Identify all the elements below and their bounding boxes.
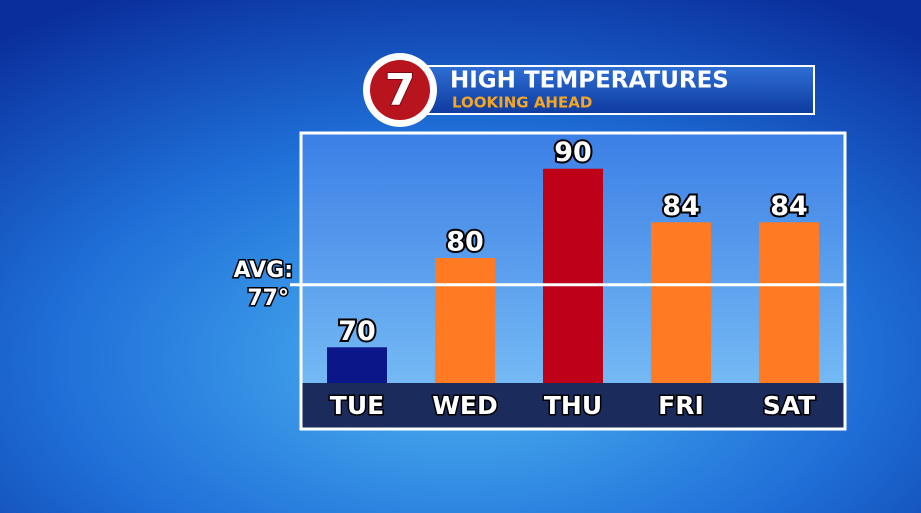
title-banner bbox=[379, 65, 815, 115]
x-tick-label: THU bbox=[544, 391, 602, 420]
x-tick-label: FRI bbox=[658, 391, 704, 420]
value-label: 90 bbox=[554, 137, 592, 168]
bar bbox=[759, 222, 819, 383]
x-tick-label: WED bbox=[432, 391, 497, 420]
bar bbox=[327, 347, 387, 383]
bar bbox=[435, 258, 495, 383]
logo-disc bbox=[370, 60, 430, 120]
label-band bbox=[302, 383, 844, 428]
value-label: 84 bbox=[770, 191, 808, 222]
x-tick-label: TUE bbox=[330, 391, 384, 420]
chart-subtitle: LOOKING AHEAD bbox=[452, 94, 592, 112]
value-label: 84 bbox=[662, 191, 700, 222]
bar bbox=[651, 222, 711, 383]
logo-text: 7 bbox=[385, 65, 416, 116]
chart-title: HIGH TEMPERATURES bbox=[450, 68, 729, 94]
value-label: 80 bbox=[446, 227, 484, 258]
average-label: 77° bbox=[247, 286, 289, 311]
average-name: AVG: bbox=[234, 258, 293, 283]
marks: 70 TUE 80 WED 90 THU 84 FRI 84 SAT AVG: 77° bbox=[232, 135, 845, 422]
bar bbox=[543, 168, 603, 383]
value-label: 70 bbox=[338, 316, 376, 347]
x-tick-label: SAT bbox=[763, 391, 815, 420]
